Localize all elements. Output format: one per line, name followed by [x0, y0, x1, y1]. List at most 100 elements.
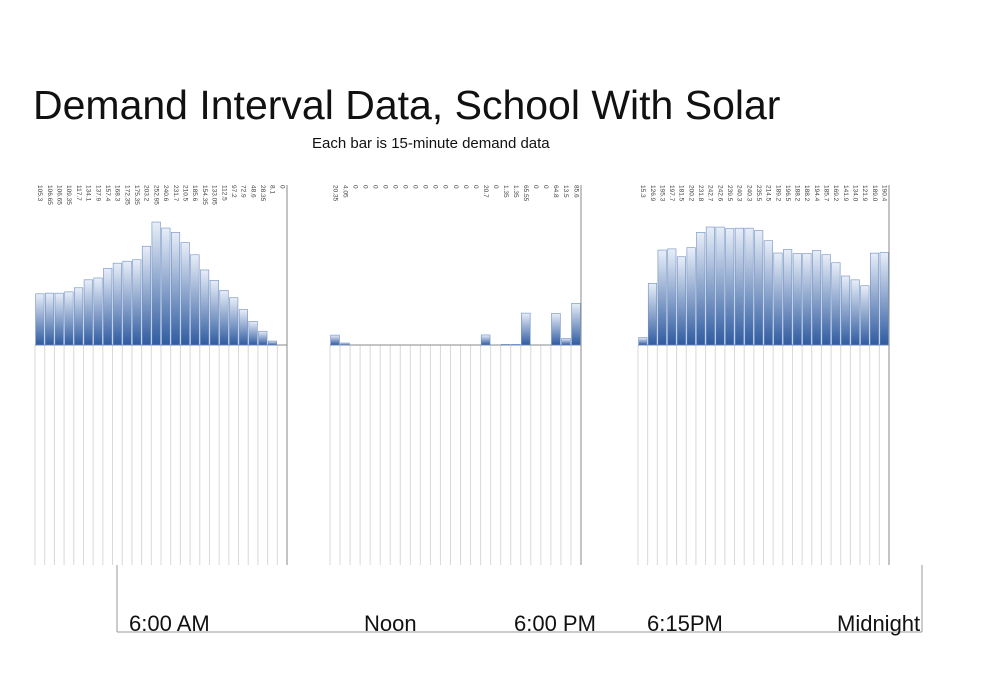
demand-bar — [676, 256, 686, 346]
bar-value-label: 172.35 — [123, 185, 130, 205]
demand-bar — [480, 334, 491, 346]
demand-bar — [647, 283, 658, 346]
demand-bar — [248, 321, 258, 346]
demand-bar — [551, 313, 561, 346]
demand-bar — [209, 280, 219, 346]
bar-value-label: 242.6 — [716, 185, 723, 202]
demand-bar — [83, 279, 93, 346]
bar-value-label: 133.05 — [211, 185, 218, 205]
demand-bar — [763, 240, 773, 346]
bar-value-label: 112.5 — [220, 185, 227, 201]
demand-bar — [500, 344, 511, 346]
bar-value-label: 0 — [382, 185, 389, 189]
demand-bar — [725, 228, 735, 346]
bar-value-label: 252.95 — [152, 185, 159, 205]
bar-value-label: 181.5 — [678, 185, 685, 202]
bar-value-label: 0 — [432, 185, 439, 189]
time-label-6pm: 6:00 PM — [514, 611, 596, 636]
bar-value-label: 203.2 — [143, 185, 150, 202]
bar-value-label: 0 — [361, 185, 368, 189]
bar-value-label: 210.5 — [182, 185, 189, 202]
demand-bar — [715, 226, 725, 346]
bar-value-label: 109.35 — [65, 185, 72, 205]
demand-bar — [521, 312, 531, 346]
demand-bar — [229, 297, 239, 346]
demand-bar — [841, 275, 851, 346]
bar-value-label: 141.9 — [842, 185, 849, 202]
bar-value-label: 13.5 — [562, 185, 569, 198]
bar-value-label: 240.3 — [736, 185, 743, 202]
time-label-noon: Noon — [364, 611, 417, 636]
time-label-615pm: 6:15PM — [647, 611, 723, 636]
bar-value-label: 117.7 — [75, 185, 82, 201]
demand-bar — [860, 285, 870, 346]
bar-value-label: 126.9 — [649, 185, 656, 202]
bar-value-label: 0 — [278, 185, 285, 189]
demand-bar — [74, 287, 84, 346]
time-label-6am: 6:00 AM — [129, 611, 210, 636]
demand-bar — [44, 292, 55, 346]
demand-bar — [638, 337, 648, 346]
bar-value-label: 197.7 — [668, 185, 675, 202]
bar-value-label: 242.7 — [707, 185, 714, 202]
chart-subtitle: Each bar is 15-minute demand data — [312, 135, 550, 152]
demand-bar — [103, 268, 113, 346]
bar-value-label: 20.35 — [331, 185, 338, 202]
bar-value-label: 240.3 — [745, 185, 752, 202]
chart-panel-3: 15.3 126.9 195.3 197.7 181.5 200.2 231.8 242.7 2… — [637, 185, 890, 565]
bar-value-label: 188.2 — [803, 185, 810, 202]
bar-value-label: 1.35 — [502, 185, 509, 198]
demand-bar — [869, 252, 880, 346]
bar-value-label: 239.5 — [726, 185, 733, 202]
bar-value-label: 72.9 — [240, 185, 247, 198]
demand-bar — [112, 262, 122, 346]
demand-bar — [802, 253, 812, 346]
bar-value-label: 0 — [492, 185, 499, 189]
bar-value-label: 0 — [351, 185, 358, 189]
demand-bar — [705, 226, 715, 346]
demand-bar — [773, 252, 783, 346]
demand-bar — [792, 253, 802, 346]
chart-panel-1: 105.3 106.65 106.65 109.35 117.7 134.1 137.9 15… — [34, 185, 288, 565]
bar-value-label: 175.35 — [133, 185, 140, 205]
bar-value-label: 85.6 — [572, 185, 579, 198]
demand-bar — [340, 342, 350, 346]
bar-value-label: 240.6 — [162, 185, 169, 202]
demand-bar — [330, 334, 340, 346]
demand-bar — [696, 232, 706, 346]
bar-value-label: 121.9 — [861, 185, 868, 202]
demand-bar — [511, 344, 521, 346]
bar-value-label: 235.5 — [755, 185, 762, 202]
demand-bar — [180, 242, 190, 346]
bar-value-label: 214.5 — [765, 185, 772, 202]
bar-value-label: 185.6 — [191, 185, 198, 202]
demand-bar — [571, 303, 581, 346]
demand-bar — [64, 291, 74, 346]
demand-bar — [132, 259, 142, 346]
bar-value-label: 0 — [442, 185, 449, 189]
bar-value-label: 200.2 — [687, 185, 694, 202]
bar-value-label: 48.6 — [249, 185, 256, 198]
demand-bar — [122, 260, 132, 346]
demand-bar — [267, 340, 278, 346]
bar-value-label: 15.3 — [639, 185, 646, 198]
bar-value-label: 97.2 — [230, 185, 237, 198]
demand-bar — [734, 227, 744, 346]
bar-value-label: 185.7 — [823, 185, 830, 202]
demand-bar — [821, 254, 831, 346]
bar-value-label: 65.55 — [522, 185, 529, 202]
bar-value-label: 157.4 — [104, 185, 111, 202]
demand-bar — [141, 245, 152, 346]
demand-bar — [151, 221, 161, 346]
demand-bar — [200, 269, 210, 346]
bar-value-label: 189.2 — [774, 185, 781, 202]
demand-bar — [35, 293, 45, 346]
bar-value-label: 195.3 — [658, 185, 665, 202]
demand-bar — [238, 309, 248, 346]
demand-bar — [850, 279, 860, 346]
bar-value-label: 106.65 — [46, 185, 53, 205]
bar-value-label: 0 — [422, 185, 429, 189]
bar-value-label: 190.4 — [880, 185, 887, 202]
chart-panel-2: 20.35 4.05 0 0 0 0 0 0 0 0 0 0 0 0 0 20.7 0 1.35 1.35 65.55… — [329, 185, 582, 565]
